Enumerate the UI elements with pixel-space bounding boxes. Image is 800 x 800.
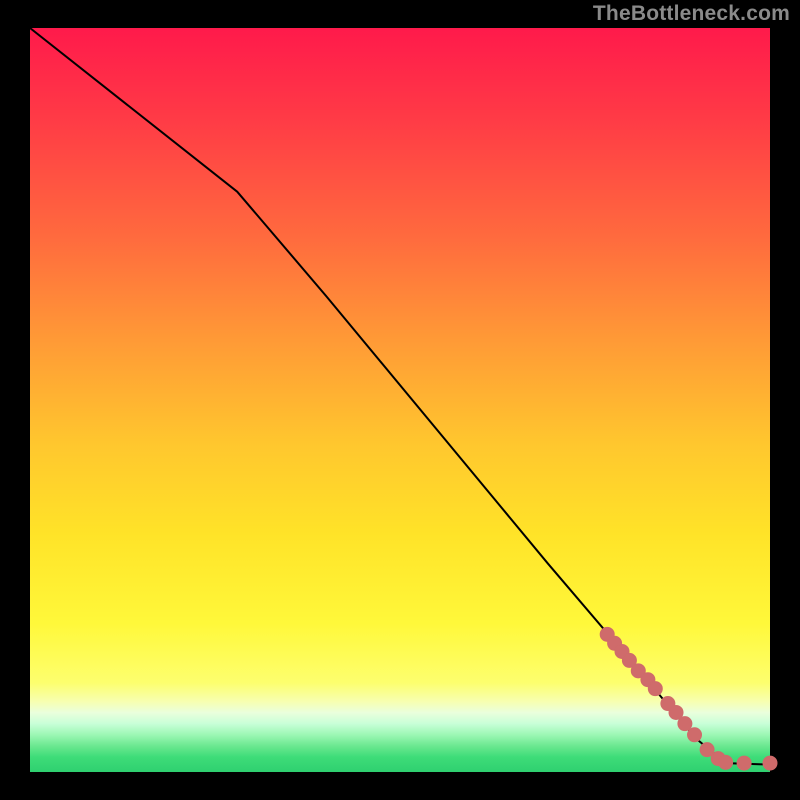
- data-marker: [737, 756, 751, 770]
- data-marker: [688, 728, 702, 742]
- data-marker: [648, 682, 662, 696]
- plot-background-gradient: [30, 28, 770, 772]
- data-marker: [678, 717, 692, 731]
- data-marker: [763, 756, 777, 770]
- watermark-text: TheBottleneck.com: [593, 2, 790, 26]
- data-marker: [719, 755, 733, 769]
- bottleneck-chart: [0, 0, 800, 800]
